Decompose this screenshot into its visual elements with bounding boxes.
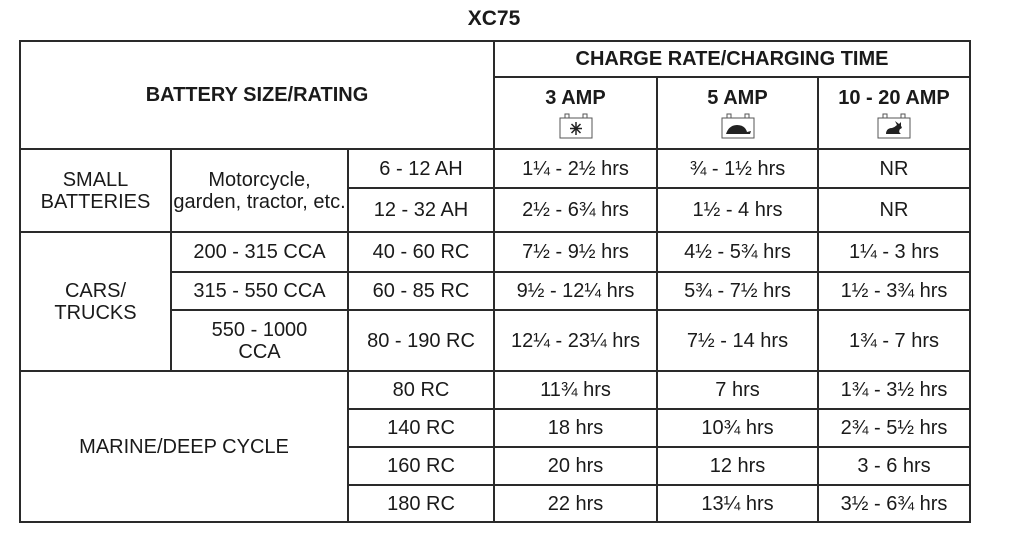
time-cell: 10¾ hrs — [656, 408, 819, 448]
time-cell: 9½ - 12¼ hrs — [493, 271, 658, 311]
time-cell: 4½ - 5¾ hrs — [656, 231, 819, 273]
amp-header-5: 5 AMP — [656, 76, 819, 150]
document-title: XC75 — [467, 7, 521, 30]
rabbit-battery-icon — [877, 113, 911, 139]
time-cell: 7½ - 14 hrs — [656, 309, 819, 372]
time-cell: 1¼ - 3 hrs — [817, 231, 971, 273]
time-cell: 18 hrs — [493, 408, 658, 448]
time-cell: 1¼ - 2½ hrs — [493, 148, 658, 189]
category-cars-trucks: CARS/ TRUCKS — [19, 231, 172, 372]
time-cell: NR — [817, 187, 971, 233]
rc-cell: 140 RC — [347, 408, 495, 448]
rc-cell: 180 RC — [347, 484, 495, 523]
rc-cell: 160 RC — [347, 446, 495, 486]
time-cell: 2¾ - 5½ hrs — [817, 408, 971, 448]
cca-cell: 200 - 315 CCA — [170, 231, 349, 273]
time-cell: 1½ - 3¾ hrs — [817, 271, 971, 311]
time-cell: 12¼ - 23¼ hrs — [493, 309, 658, 372]
time-cell: 3½ - 6¾ hrs — [817, 484, 971, 523]
type-small: Motorcycle, garden, tractor, etc. — [170, 148, 349, 233]
turtle-battery-icon — [721, 113, 754, 139]
time-cell: 1½ - 4 hrs — [656, 187, 819, 233]
amp-header-10-20: 10 - 20 AMP — [817, 76, 971, 150]
rating-cell: 6 - 12 AH — [347, 148, 495, 189]
charging-time-table: BATTERY SIZE/RATING CHARGE RATE/CHARGING… — [19, 40, 971, 523]
amp-label: 5 AMP — [707, 87, 768, 109]
category-marine-deep-cycle: MARINE/DEEP CYCLE — [19, 370, 349, 523]
rc-cell: 80 - 190 RC — [347, 309, 495, 372]
rc-cell: 40 - 60 RC — [347, 231, 495, 273]
time-cell: 11¾ hrs — [493, 370, 658, 410]
time-cell: ¾ - 1½ hrs — [656, 148, 819, 189]
category-small-batteries: SMALL BATTERIES — [19, 148, 172, 233]
time-cell: 3 - 6 hrs — [817, 446, 971, 486]
time-cell: 1¾ - 7 hrs — [817, 309, 971, 372]
rc-cell: 80 RC — [347, 370, 495, 410]
amp-label: 10 - 20 AMP — [838, 87, 950, 109]
cca-cell: 315 - 550 CCA — [170, 271, 349, 311]
time-cell: 12 hrs — [656, 446, 819, 486]
amp-label: 3 AMP — [545, 87, 606, 109]
time-cell: 1¾ - 3½ hrs — [817, 370, 971, 410]
rc-cell: 60 - 85 RC — [347, 271, 495, 311]
time-cell: NR — [817, 148, 971, 189]
time-cell: 5¾ - 7½ hrs — [656, 271, 819, 311]
time-cell: 7 hrs — [656, 370, 819, 410]
time-cell: 2½ - 6¾ hrs — [493, 187, 658, 233]
battery-size-header: BATTERY SIZE/RATING — [19, 40, 495, 150]
amp-header-3: 3 AMP — [493, 76, 658, 150]
time-cell: 20 hrs — [493, 446, 658, 486]
time-cell: 13¼ hrs — [656, 484, 819, 523]
rating-cell: 12 - 32 AH — [347, 187, 495, 233]
time-cell: 7½ - 9½ hrs — [493, 231, 658, 273]
time-cell: 22 hrs — [493, 484, 658, 523]
cca-cell: 550 - 1000 CCA — [170, 309, 349, 372]
charge-rate-header: CHARGE RATE/CHARGING TIME — [493, 40, 971, 78]
snowflake-battery-icon — [559, 113, 592, 139]
